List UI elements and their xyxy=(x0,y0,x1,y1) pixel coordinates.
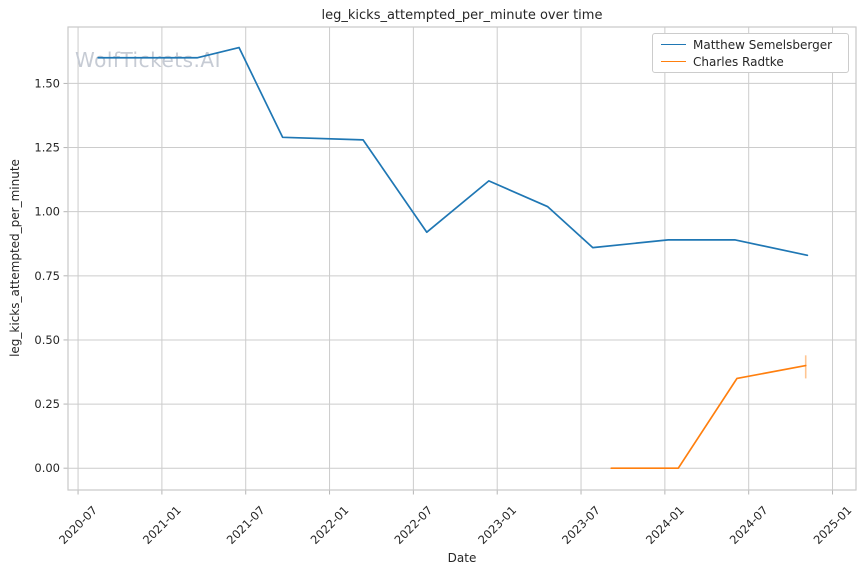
legend-line-sample-orange xyxy=(661,61,686,62)
x-tick-label: 2023-01 xyxy=(475,503,519,547)
x-tick-label: 2021-01 xyxy=(140,503,184,547)
x-tick-label: 2025-01 xyxy=(811,503,855,547)
x-tick-label: 2022-01 xyxy=(308,503,352,547)
y-tick-label: 0.50 xyxy=(34,333,60,347)
legend-label: Matthew Semelsberger xyxy=(693,37,833,52)
gridlines xyxy=(68,27,856,490)
legend-label: Charles Radtke xyxy=(693,54,784,69)
legend: Matthew Semelsberger Charles Radtke xyxy=(652,33,849,73)
y-axis-label: leg_kicks_attempted_per_minute xyxy=(8,159,22,357)
x-tick-label: 2024-01 xyxy=(643,503,687,547)
legend-line-sample-blue xyxy=(661,44,686,45)
series-line-matthew-semelsberger xyxy=(97,46,809,257)
series-line-charles-radtke xyxy=(610,364,807,470)
y-tick-label: 1.50 xyxy=(34,76,60,90)
chart-title: leg_kicks_attempted_per_minute over time xyxy=(322,8,603,23)
data-series-lines xyxy=(97,46,809,470)
legend-item-matthew-semelsberger: Matthew Semelsberger xyxy=(661,36,840,53)
y-tick-label: 0.25 xyxy=(34,397,60,411)
y-tick-label: 1.25 xyxy=(34,141,60,155)
legend-item-charles-radtke: Charles Radtke xyxy=(661,53,840,70)
x-tick-label: 2024-07 xyxy=(727,503,771,547)
y-tick-label: 0.75 xyxy=(34,269,60,283)
y-tick-label: 0.00 xyxy=(34,461,60,475)
y-tick-label: 1.00 xyxy=(34,205,60,219)
x-tick-label: 2023-07 xyxy=(559,503,603,547)
watermark: WolfTickets.AI xyxy=(75,48,221,72)
x-tick-label: 2021-07 xyxy=(224,503,268,547)
x-axis-label: Date xyxy=(448,551,477,565)
x-tick-label: 2020-07 xyxy=(56,503,100,547)
plot-border xyxy=(67,26,857,491)
axes-and-ticks: 2020-07 2021-01 2021-07 2022-01 2022-07 2023-… xyxy=(34,26,857,547)
x-tick-label: 2022-07 xyxy=(391,503,435,547)
